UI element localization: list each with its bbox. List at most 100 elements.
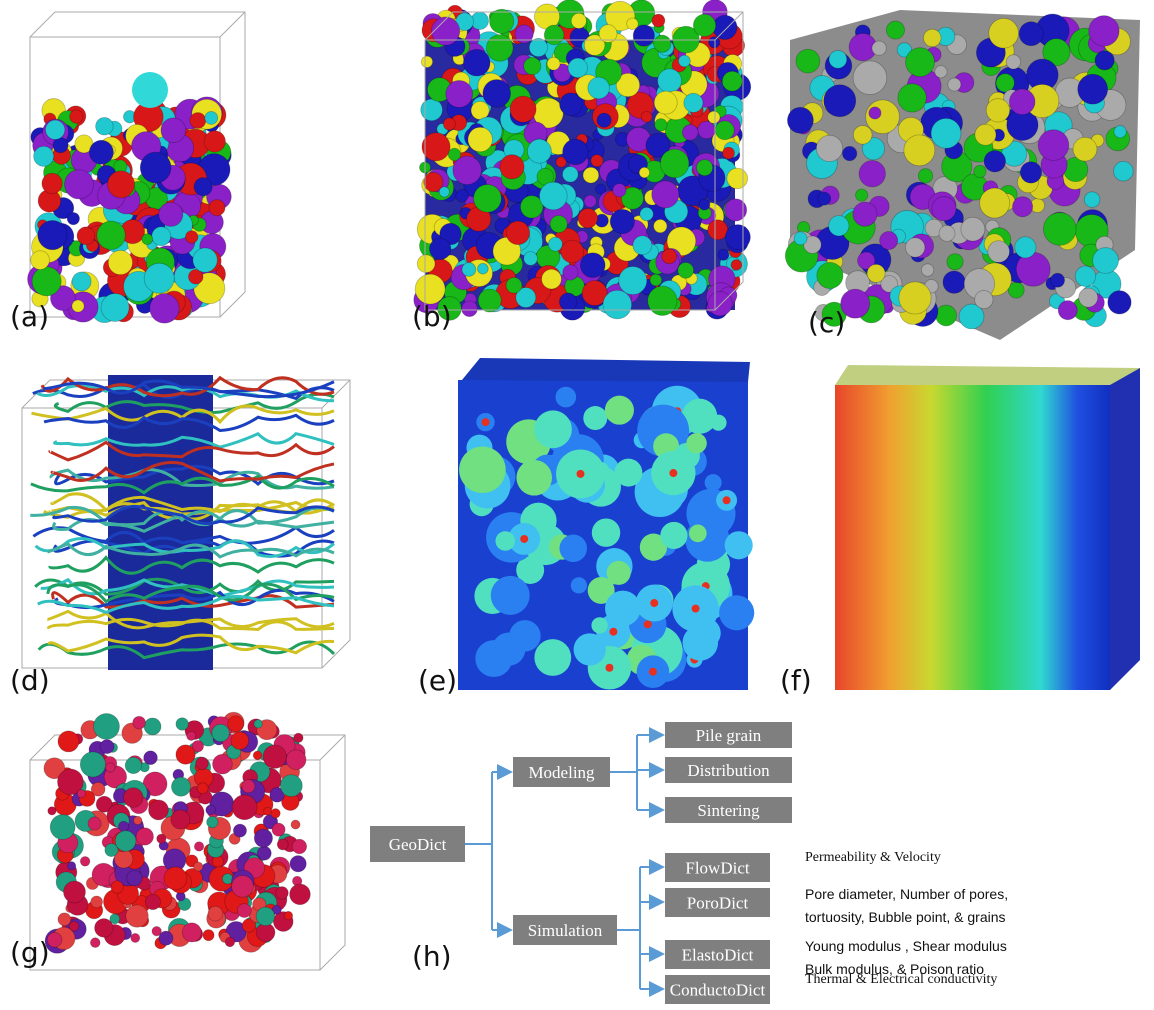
grain [150,294,180,324]
grain [1009,89,1035,115]
branch-node: Simulation [528,921,603,940]
grain [975,124,996,145]
grain [176,745,195,764]
grain [132,72,168,108]
grain [1075,266,1095,286]
panel-label: (e) [418,664,457,697]
grain [1079,288,1098,307]
grain [95,919,114,938]
grain [654,35,671,52]
grain [157,834,166,843]
blob [560,535,588,563]
grain [924,29,941,46]
grain [1015,237,1036,258]
grain [468,127,493,152]
leaf-node: ElastoDict [682,946,754,965]
grain [208,906,223,921]
hot-spot [482,418,490,426]
grain [1095,51,1114,70]
grain [231,732,249,750]
grain [421,99,443,121]
grain [32,267,61,296]
grain [101,293,129,321]
panel-label: (b) [412,300,452,333]
grain [204,131,225,152]
grain [171,777,190,796]
grain [256,907,275,926]
grain [829,216,849,236]
grain [176,718,189,731]
grain [708,220,728,240]
blob [689,525,707,543]
grain [90,938,100,948]
grain [144,263,174,293]
grain [1089,16,1119,46]
grain [58,731,79,752]
grain [1043,213,1076,246]
grain [932,197,956,221]
renderings [22,0,1140,970]
grain [935,66,947,78]
description: Thermal & Electrical conductivity [805,972,997,987]
grain [974,165,986,177]
hot-spot [609,628,617,636]
grain [134,816,142,824]
grain [639,167,650,178]
grain [921,264,933,276]
grain [290,856,306,872]
grain [906,48,935,77]
grain [228,716,244,732]
blob [592,518,620,546]
hot-spot [650,599,658,607]
blob [574,633,606,665]
grain [584,195,596,207]
grain [126,905,148,927]
grain [80,752,105,777]
grain [280,775,302,797]
grain [529,38,547,56]
blob [591,617,607,633]
leaf-node: Distribution [687,761,770,780]
grain [853,202,877,226]
grain [194,862,203,871]
grain [152,227,171,246]
panel-label: (a) [10,300,49,333]
grain [77,227,95,245]
hot-spot [520,535,528,543]
blob [605,396,634,425]
grain [203,930,214,941]
grain [856,189,868,201]
grain [715,121,734,140]
blob [725,531,753,559]
grain [1114,161,1134,181]
hot-spot [669,469,677,477]
grain [97,221,125,249]
grain [886,21,904,39]
grain [94,714,120,740]
panel-label: (c) [808,306,845,339]
cube-top [835,365,1140,385]
grain [984,151,1005,172]
grain [212,724,230,742]
grain [527,139,551,163]
panel-label: (d) [10,664,50,697]
grain [559,293,576,310]
blob [492,632,525,665]
grain [64,170,93,199]
grain [478,289,501,312]
blob [534,639,571,676]
grain [613,184,626,197]
grain [787,107,813,133]
grain [417,255,435,273]
grain [722,71,742,91]
grain [456,189,469,202]
grain [431,17,459,45]
leaf-node: Sintering [697,801,760,820]
grain [115,831,136,852]
grain [69,921,79,931]
grain [652,181,679,208]
grain [140,152,171,183]
grain [439,187,449,197]
grain [136,828,153,845]
grain [64,881,86,903]
